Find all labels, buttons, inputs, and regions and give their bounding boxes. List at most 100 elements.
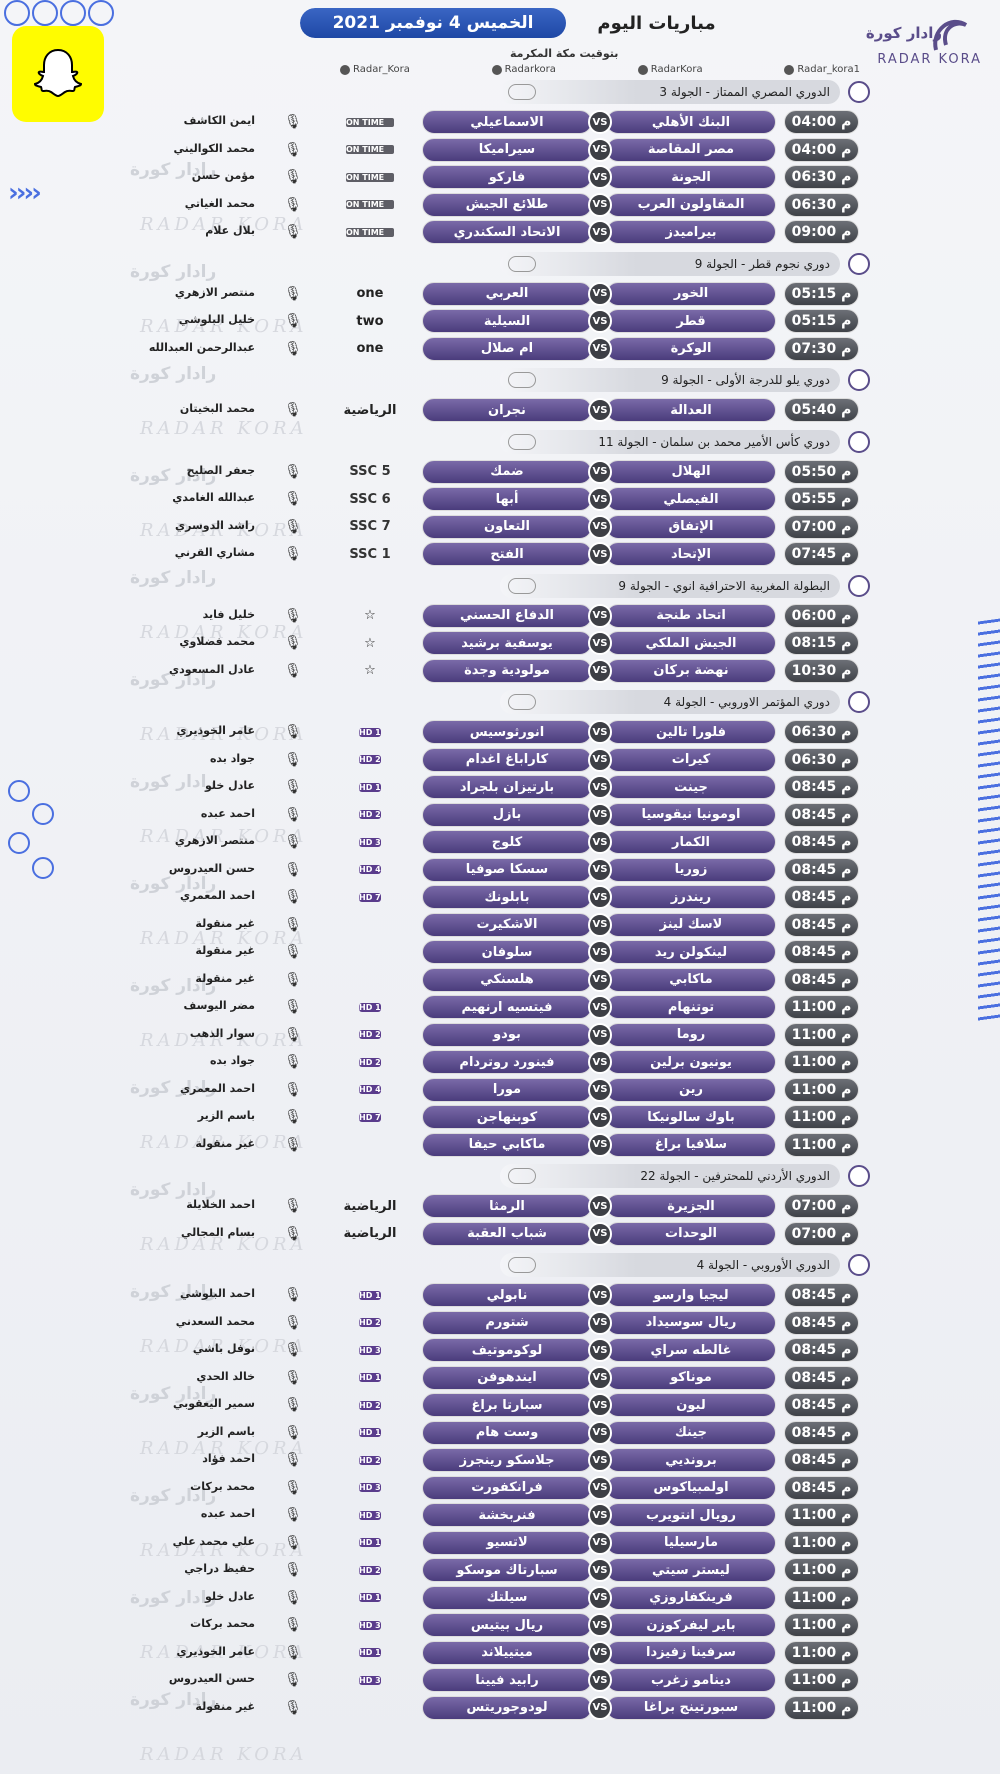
match-row[interactable]: 11:00 م باوك سالونيكا VS كوبنهاجن HD 7 🎙 باسم … (0, 1105, 1000, 1129)
match-row[interactable]: 11:00 م فرينكفاروزي VS سيلتك HD 1 🎙 عادل خلو (0, 1585, 1000, 1610)
home-team[interactable]: سلافيا براغ (606, 1132, 776, 1157)
home-team[interactable]: الوحدات (606, 1221, 776, 1246)
away-team[interactable]: ضمك (422, 459, 592, 484)
away-team[interactable]: مورا (422, 1077, 592, 1102)
match-row[interactable]: 11:00 م ليستر سيتي VS سبارتاك موسكو HD 2 🎙 حفي… (0, 1558, 1000, 1582)
match-row[interactable]: 08:45 م ريال سوسيداد VS شتورم HD 2 🎙 محمد السع… (0, 1310, 1000, 1335)
home-team[interactable]: ليستر سيتي (606, 1558, 776, 1582)
match-row[interactable]: 04:00 م البنك الأهلي VS الاسماعيلي ON TIME 🎙 ا… (0, 110, 1000, 134)
home-team[interactable]: ليجيا وارسو (606, 1283, 776, 1307)
match-row[interactable]: 06:30 م فلورا تالين VS انورثوسيس HD 1 🎙 عامر ا… (0, 720, 1000, 744)
social-handle[interactable]: Radar_kora1 (784, 64, 860, 75)
home-team[interactable]: جينك (606, 1420, 776, 1445)
home-team[interactable]: لاسك لينز (606, 912, 776, 937)
match-row[interactable]: 07:30 م الوكرة VS ام صلال one 🎙 عبدالرحمن العب… (0, 336, 1000, 361)
away-team[interactable]: ريال بيتيس (422, 1613, 592, 1637)
home-team[interactable]: الجونة (606, 165, 776, 189)
home-team[interactable]: يونيون برلين (606, 1050, 776, 1074)
match-row[interactable]: 08:45 م اولمبياكوس VS فرانكفورت HD 3 🎙 محمد بر… (0, 1475, 1000, 1500)
away-team[interactable]: سيراميكا (422, 137, 592, 162)
home-team[interactable]: موناكو (606, 1365, 776, 1390)
home-team[interactable]: الكمار (606, 830, 776, 854)
home-team[interactable]: اومونيا نيقوسيا (606, 802, 776, 827)
away-team[interactable]: ايندهوفن (422, 1365, 592, 1390)
home-team[interactable]: روما (606, 1022, 776, 1047)
home-team[interactable]: اولمبياكوس (606, 1475, 776, 1500)
away-team[interactable]: ميتييلاند (422, 1640, 592, 1665)
away-team[interactable]: لودوجوريتس (422, 1695, 592, 1720)
match-row[interactable]: 11:00 م باير ليفركوزن VS ريال بيتيس HD 3 🎙 محم… (0, 1613, 1000, 1637)
away-team[interactable]: الدفاع الحسني (422, 603, 592, 628)
home-team[interactable]: باوك سالونيكا (606, 1105, 776, 1129)
match-row[interactable]: 06:00 م اتحاد طنجة VS الدفاع الحسني ☆ 🎙 خليل ف… (0, 603, 1000, 628)
home-team[interactable]: الجزيرة (606, 1194, 776, 1218)
home-team[interactable]: ريندرز (606, 885, 776, 909)
social-handle[interactable]: RadarKora (637, 64, 703, 75)
away-team[interactable]: كوبنهاجن (422, 1105, 592, 1129)
away-team[interactable]: انورثوسيس (422, 720, 592, 744)
away-team[interactable]: لوكوموتيف (422, 1338, 592, 1362)
away-team[interactable]: بارتيزان بلجراد (422, 775, 592, 799)
match-row[interactable]: 08:45 م جينت VS بارتيزان بلجراد HD 1 🎙 عادل خل… (0, 775, 1000, 799)
home-team[interactable]: لينكولن ريد (606, 940, 776, 964)
home-team[interactable]: رين (606, 1077, 776, 1102)
away-team[interactable]: كاراباغ اغدام (422, 747, 592, 772)
away-team[interactable]: بودو (422, 1022, 592, 1047)
match-row[interactable]: 08:45 م ليون VS سبارتا براغ HD 2 🎙 سمير اليعقو… (0, 1393, 1000, 1417)
home-team[interactable]: سرفينا زفيزدا (606, 1640, 776, 1665)
away-team[interactable]: سيلتك (422, 1585, 592, 1610)
home-team[interactable]: غالطه سراي (606, 1338, 776, 1362)
home-team[interactable]: العدالة (606, 398, 776, 422)
away-team[interactable]: فنربخشة (422, 1503, 592, 1527)
match-row[interactable]: 07:45 م الإتحاد VS الفتح SSC 1 🎙 مشاري القرني (0, 542, 1000, 566)
home-team[interactable]: الإتفاق (606, 514, 776, 539)
match-row[interactable]: 11:00 م توتنهام VS فيتسيه ارنهيم HD 1 🎙 مضر ال… (0, 995, 1000, 1019)
home-team[interactable]: الخور (606, 281, 776, 306)
match-row[interactable]: 11:00 م سرفينا زفيزدا VS ميتييلاند HD 1 🎙 عامر… (0, 1640, 1000, 1665)
match-row[interactable]: 11:00 م رين VS مورا HD 4 🎙 احمد المعمري (0, 1077, 1000, 1102)
match-row[interactable]: 06:30 م المقاولون العرب VS طلائع الجيش ON TI… (0, 192, 1000, 217)
match-row[interactable]: 05:50 م الهلال VS ضمك SSC 5 🎙 جعفر الصليح (0, 459, 1000, 484)
match-row[interactable]: 06:30 م الجونة VS فاركو ON TIME 🎙 مؤمن حسن (0, 165, 1000, 189)
match-row[interactable]: 08:45 م برونديي VS جلاسكو رينجرز HD 2 🎙 احمد ف… (0, 1448, 1000, 1472)
match-row[interactable]: 08:45 م ليجيا وارسو VS نابولي HD 1 🎙 احمد البل… (0, 1283, 1000, 1307)
home-team[interactable]: الهلال (606, 459, 776, 484)
away-team[interactable]: لاتسيو (422, 1530, 592, 1555)
home-team[interactable]: المقاولون العرب (606, 192, 776, 217)
away-team[interactable]: شتورم (422, 1310, 592, 1335)
match-row[interactable]: 11:00 م سبورتينج براغا VS لودوجوريتس 🎙 غير من… (0, 1695, 1000, 1720)
match-row[interactable]: 05:15 م قطر VS السيلية two 🎙 خليل البلوشي (0, 309, 1000, 333)
away-team[interactable]: الرمثا (422, 1194, 592, 1218)
match-row[interactable]: 08:45 م زوريا VS سسكا صوفيا HD 4 🎙 حسن العيدرو… (0, 857, 1000, 882)
match-row[interactable]: 11:00 م سلافيا براغ VS ماكابي حيفا 🎙 غير منقو… (0, 1132, 1000, 1157)
home-team[interactable]: فرينكفاروزي (606, 1585, 776, 1610)
home-team[interactable]: الجيش الملكي (606, 631, 776, 655)
away-team[interactable]: يوسفية برشيد (422, 631, 592, 655)
home-team[interactable]: قطر (606, 309, 776, 333)
match-row[interactable]: 08:45 م لاسك لينز VS الاشكيرت 🎙 غير منقولة (0, 912, 1000, 937)
home-team[interactable]: ماكابي (606, 967, 776, 992)
home-team[interactable]: نهضة بركان (606, 658, 776, 683)
away-team[interactable]: بازل (422, 802, 592, 827)
away-team[interactable]: سبارتا براغ (422, 1393, 592, 1417)
match-row[interactable]: 08:45 م اومونيا نيقوسيا VS بازل HD 2 🎙 احمد عب… (0, 802, 1000, 827)
social-handle[interactable]: Radarkora (491, 64, 556, 75)
match-row[interactable]: 10:30 م نهضة بركان VS مولودية وجدة ☆ 🎙 عادل ال… (0, 658, 1000, 683)
away-team[interactable]: سبارتاك موسكو (422, 1558, 592, 1582)
home-team[interactable]: باير ليفركوزن (606, 1613, 776, 1637)
match-row[interactable]: 08:45 م موناكو VS ايندهوفن HD 1 🎙 خالد الحدي (0, 1365, 1000, 1390)
away-team[interactable]: فينورد روتردام (422, 1050, 592, 1074)
home-team[interactable]: مارسيليا (606, 1530, 776, 1555)
home-team[interactable]: الفيصلي (606, 487, 776, 511)
home-team[interactable]: جينت (606, 775, 776, 799)
match-row[interactable]: 07:00 م الجزيرة VS الرمثا الرياضية 🎙 احمد الخل… (0, 1194, 1000, 1218)
home-team[interactable]: رويال انتويرب (606, 1503, 776, 1527)
away-team[interactable]: رابيد فيينا (422, 1668, 592, 1692)
home-team[interactable]: برونديي (606, 1448, 776, 1472)
away-team[interactable]: نابولي (422, 1283, 592, 1307)
match-row[interactable]: 06:30 م كيرات VS كاراباغ اغدام HD 2 🎙 جواد بده (0, 747, 1000, 772)
away-team[interactable]: سسكا صوفيا (422, 857, 592, 882)
home-team[interactable]: زوريا (606, 857, 776, 882)
away-team[interactable]: فاركو (422, 165, 592, 189)
away-team[interactable]: فرانكفورت (422, 1475, 592, 1500)
